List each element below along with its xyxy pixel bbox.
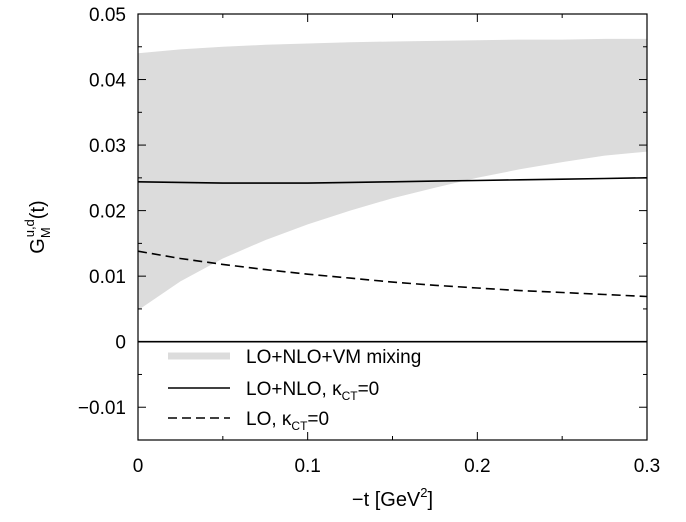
series-line-1 — [138, 177, 647, 184]
y-tick-label: 0.03 — [89, 136, 126, 157]
axes: 0 0.1 0.2 0.3 −0.01 0 0.01 0.02 0.03 0.04 0.05 — [78, 5, 660, 477]
y-axis-label: GMu,d(t) — [22, 200, 53, 253]
legend-label: LO+NLO+VM mixing — [246, 347, 421, 368]
y-tick-label: 0.05 — [89, 5, 126, 26]
y-tick-label: 0 — [115, 333, 126, 354]
y-tick-label: −0.01 — [78, 398, 126, 419]
x-axis-label: −t [GeV2] — [352, 485, 433, 511]
x-tick-label: 0 — [133, 456, 144, 477]
x-tick-label: 0.3 — [634, 456, 660, 477]
series-line-2 — [138, 250, 647, 298]
plot-area — [138, 38, 647, 311]
x-tick-label: 0.1 — [294, 456, 320, 477]
legend: LO+NLO+VM mixing LO+NLO, κCT=0 LO, κCT=0 — [168, 347, 421, 433]
legend-label: LO+NLO, κCT=0 — [246, 379, 379, 403]
x-tick-label: 0.2 — [464, 456, 490, 477]
legend-label: LO, κCT=0 — [246, 409, 329, 433]
y-tick-label: 0.04 — [89, 71, 126, 92]
y-tick-label: 0.02 — [89, 202, 126, 223]
axis-labels: −t [GeV2] GMu,d(t) — [22, 200, 433, 511]
y-tick-label: 0.01 — [89, 267, 126, 288]
series-band-0 — [138, 38, 647, 311]
